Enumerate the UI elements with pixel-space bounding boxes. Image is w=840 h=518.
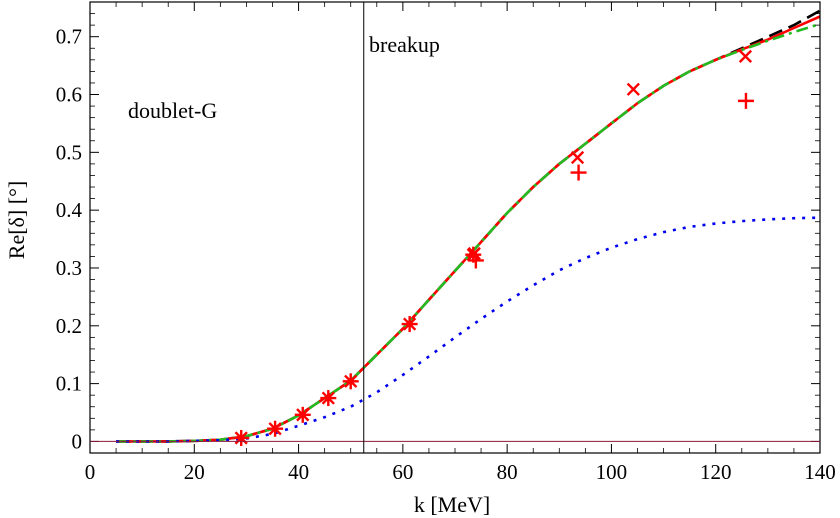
marker-crosses: [570, 150, 585, 165]
x-tick-label: 40: [288, 460, 309, 484]
x-tick-label: 120: [700, 460, 732, 484]
x-tick-label: 60: [392, 460, 413, 484]
marker-stars: [401, 316, 418, 333]
marker-crosses: [626, 82, 640, 96]
x-tick-label: 100: [596, 460, 628, 484]
doublet-label: doublet-G: [128, 98, 217, 123]
axes-layer: 0 20 40 60 80 100 120 140 0 0.1 0.2 0.3 0.4 0.5 0.6 0.7: [56, 1, 836, 484]
y-tick-label: 0.6: [56, 83, 82, 107]
y-tick-label: 0.7: [56, 25, 82, 49]
y-tick-label: 0.3: [56, 256, 82, 280]
marker-stars: [267, 420, 284, 437]
series-blue-dotted: [116, 216, 821, 443]
x-tick-label: 20: [184, 460, 205, 484]
marker-crosses: [467, 246, 481, 261]
marker-layer: [233, 49, 754, 446]
y-tick-label: 0.1: [56, 372, 82, 396]
marker-stars: [294, 406, 311, 423]
x-tick-label: 0: [85, 460, 96, 484]
y-tick-label: 0: [72, 429, 83, 453]
marker-stars: [320, 390, 337, 407]
marker-stars: [233, 429, 250, 446]
x-tick-label: 80: [497, 460, 518, 484]
y-tick-label: 0.4: [56, 198, 83, 222]
breakup-label: breakup: [369, 32, 440, 57]
x-axis-title: k [MeV]: [414, 492, 490, 517]
marker-plus: [467, 252, 484, 269]
y-axis-title: Re[δ] [°]: [4, 181, 29, 259]
marker-stars: [342, 373, 359, 390]
y-tick-label: 0.2: [56, 314, 82, 338]
marker-plus: [737, 92, 754, 109]
x-tick-label: 140: [804, 460, 836, 484]
marker-plus: [570, 164, 587, 181]
marker-crosses: [738, 49, 753, 63]
y-tick-label: 0.5: [56, 140, 82, 164]
